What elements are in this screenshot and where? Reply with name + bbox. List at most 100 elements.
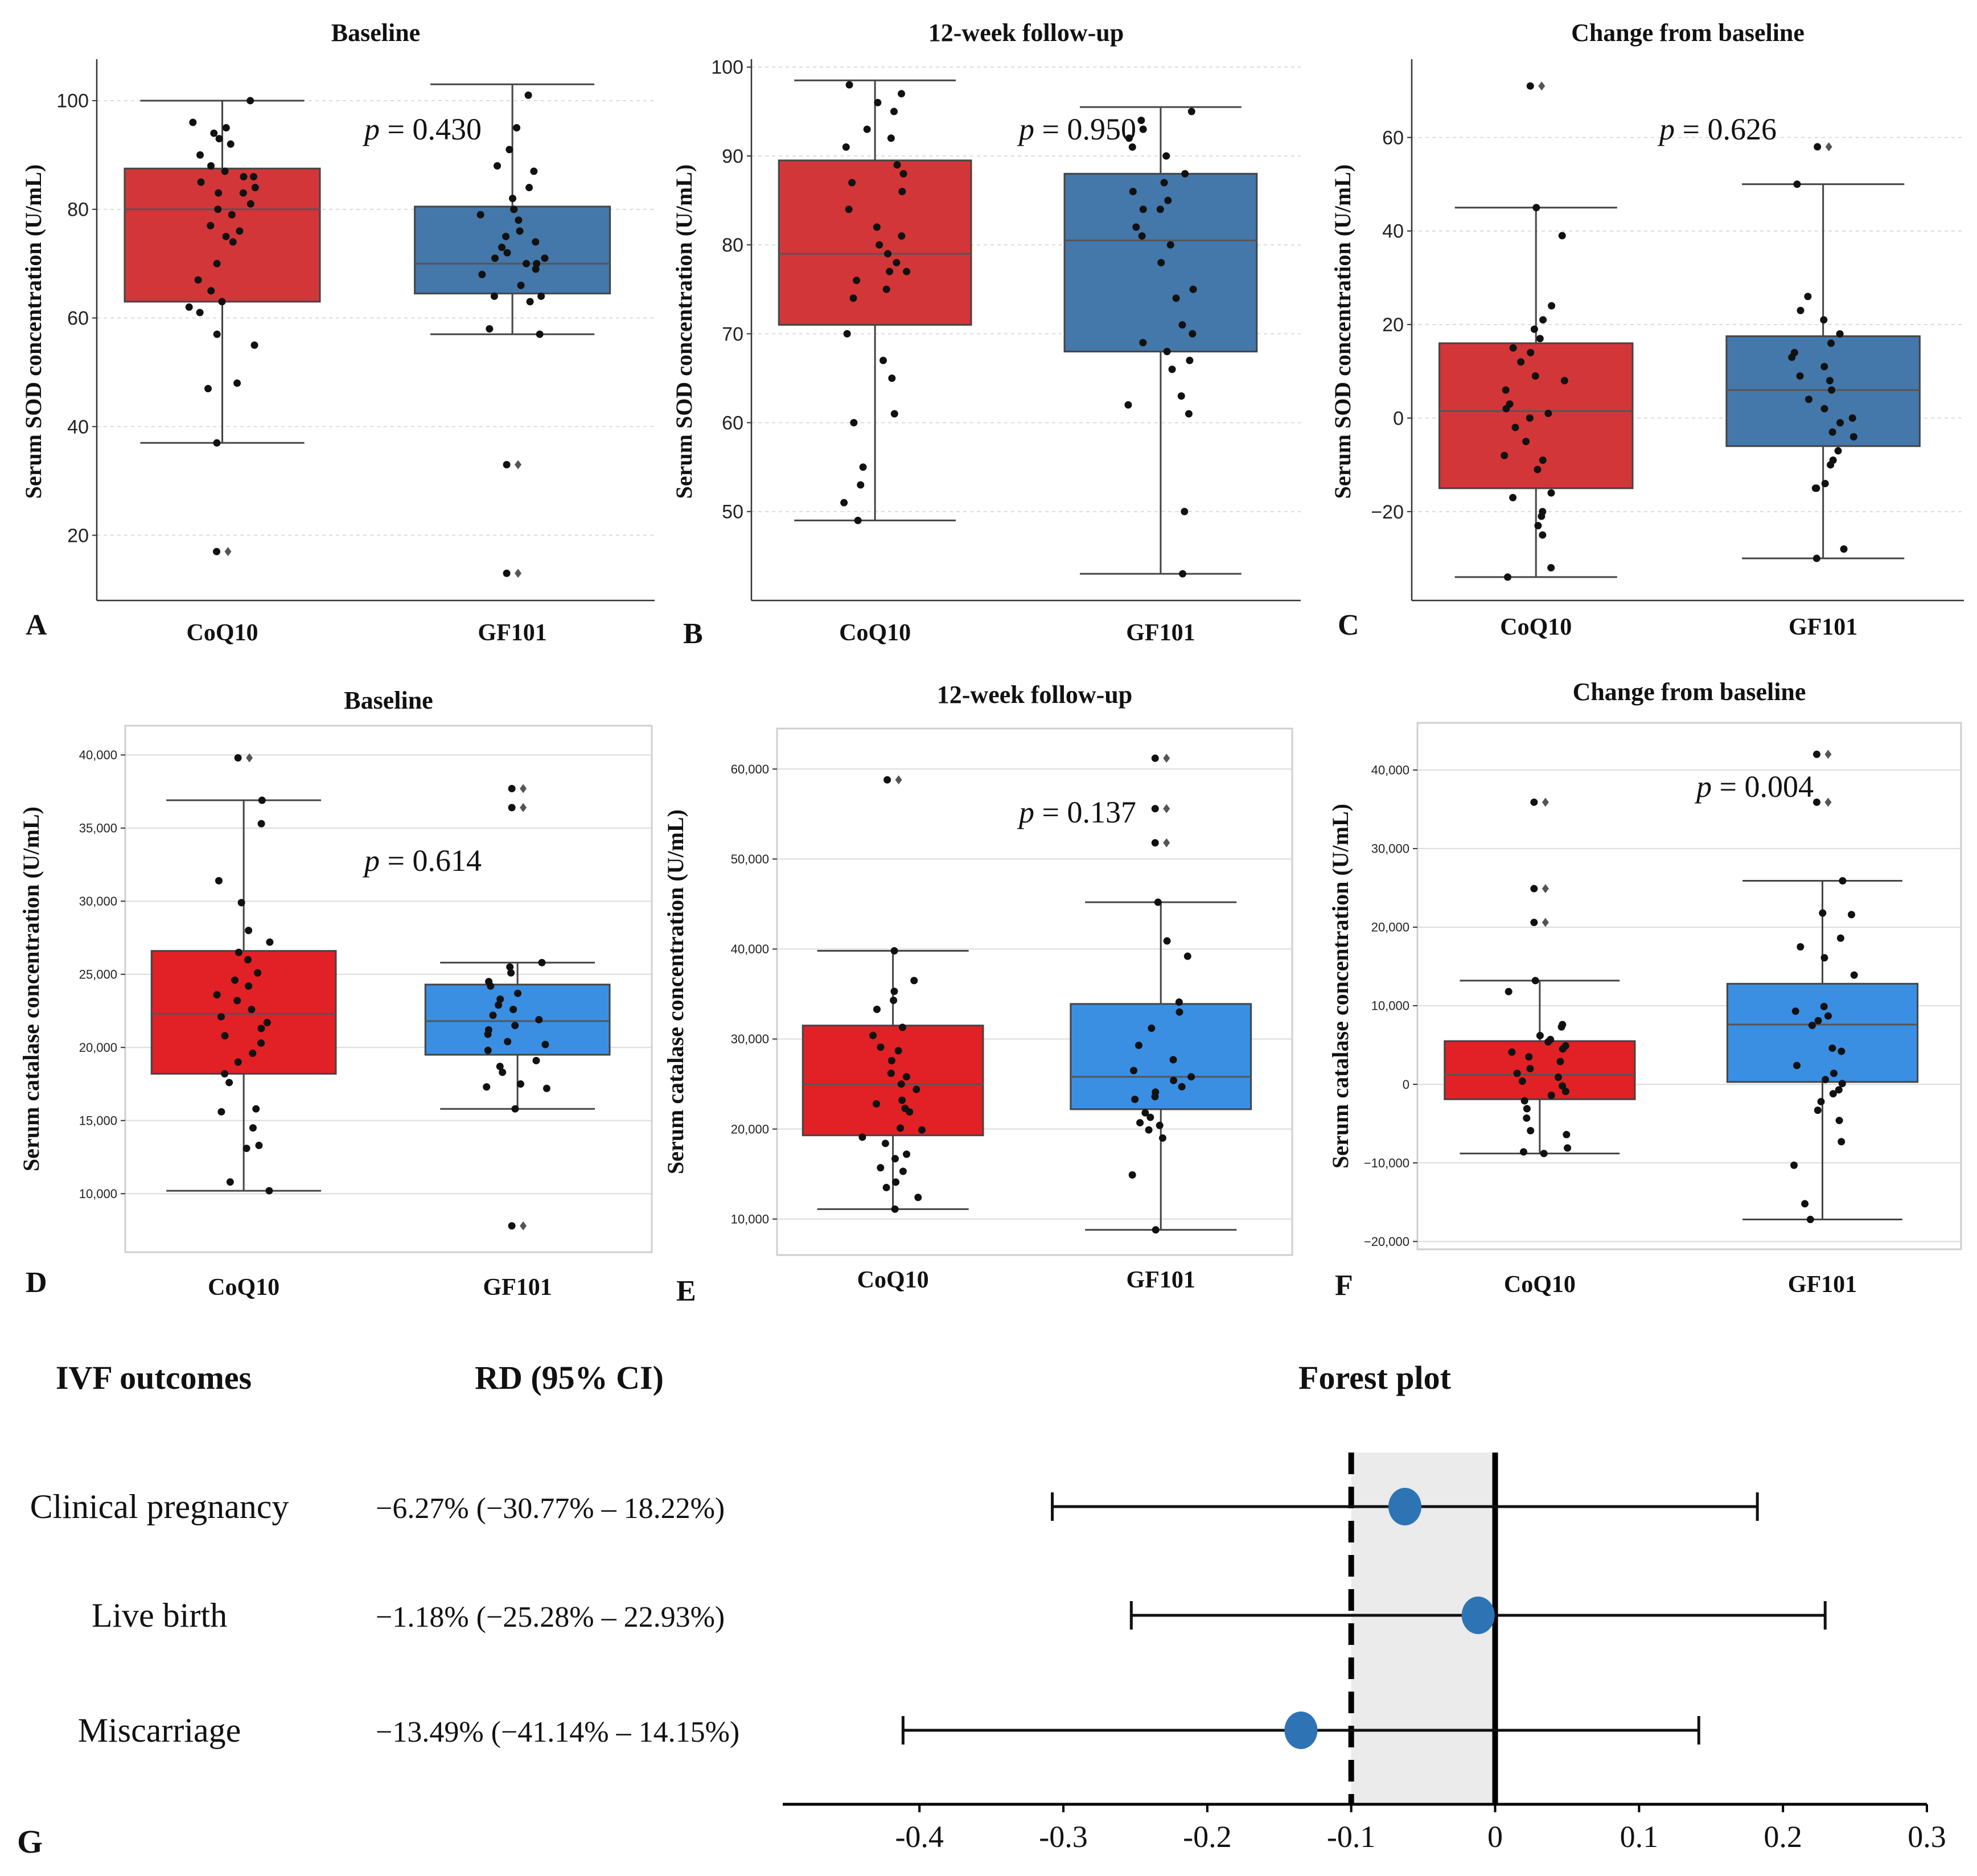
point-estimate (1388, 1488, 1421, 1525)
data-point (913, 1085, 920, 1093)
y-tick-label: 30,000 (731, 1032, 769, 1046)
data-point (185, 303, 193, 311)
panel-letter: D (26, 1266, 47, 1299)
x-tick-label: 0.1 (1620, 1820, 1659, 1854)
data-point (213, 991, 221, 999)
panel-title: Change from baseline (1573, 678, 1806, 706)
data-point (496, 995, 504, 1003)
data-point (244, 956, 252, 964)
data-point (1509, 344, 1517, 352)
y-tick-label: 30,000 (79, 894, 117, 908)
data-point (197, 178, 205, 186)
outlier-point (234, 754, 242, 762)
outlier-point (213, 548, 220, 556)
outcome-label: Live birth (92, 1597, 227, 1634)
data-point (225, 1079, 233, 1087)
data-point (1534, 466, 1542, 474)
p-value-number: = 0.430 (380, 112, 482, 146)
data-point (882, 285, 890, 293)
y-tick-label: 10,000 (731, 1212, 769, 1226)
data-point (1530, 325, 1538, 333)
y-tick-label: 20 (1382, 314, 1404, 336)
data-point (886, 268, 894, 275)
box-gf101 (1725, 142, 1921, 562)
data-point (227, 140, 235, 148)
data-point (1836, 419, 1844, 427)
data-point (526, 298, 534, 306)
data-point (484, 1046, 492, 1054)
outlier-marker (224, 547, 232, 557)
data-point (1820, 405, 1828, 413)
data-point (894, 1047, 902, 1055)
data-point (1828, 1044, 1836, 1052)
data-point (1501, 451, 1509, 459)
data-point (890, 947, 898, 955)
y-tick-label: 80 (722, 234, 743, 256)
data-point (1544, 409, 1552, 417)
data-point (1850, 971, 1858, 979)
data-point (532, 1056, 540, 1064)
panel-letter: A (26, 609, 47, 641)
outlier-point (1151, 805, 1159, 813)
data-point (1523, 1114, 1531, 1122)
outlier-marker (246, 753, 253, 763)
y-axis-label: Serum catalase concentration (U/mL) (1327, 804, 1353, 1169)
outlier-marker (1824, 797, 1832, 807)
data-point (882, 1183, 890, 1191)
data-point (1848, 911, 1856, 919)
data-point (491, 254, 499, 262)
data-point (1526, 414, 1534, 422)
data-point (234, 1058, 242, 1066)
data-point (1564, 1144, 1572, 1152)
data-point (1519, 1148, 1527, 1156)
p-symbol: p (1017, 112, 1034, 146)
data-point (221, 1032, 229, 1040)
data-point (237, 899, 245, 907)
data-point (891, 1155, 899, 1163)
data-point (1559, 1045, 1567, 1053)
data-point (1561, 1088, 1569, 1095)
data-point (1132, 223, 1140, 231)
outlier-marker (1163, 754, 1170, 763)
x-category-label: GF101 (478, 620, 546, 646)
data-point (231, 976, 239, 984)
y-tick-label: 20,000 (731, 1122, 769, 1136)
data-point (222, 124, 230, 132)
data-point (1555, 1073, 1563, 1081)
x-category-label: CoQ10 (839, 620, 911, 646)
y-tick-label: −20,000 (1364, 1235, 1409, 1249)
data-point (1840, 545, 1848, 553)
data-point (1163, 348, 1171, 356)
data-point (1517, 358, 1525, 366)
box-iqr (124, 167, 321, 303)
y-axis-label: Serum catalase concentration (U/mL) (663, 809, 688, 1174)
data-point (532, 238, 540, 246)
data-point (207, 287, 215, 295)
box-iqr (1438, 342, 1634, 489)
data-point (890, 108, 898, 116)
data-point (1141, 1109, 1149, 1117)
x-category-label: GF101 (1788, 1272, 1857, 1298)
data-point (1156, 205, 1164, 213)
box-gf101 (414, 83, 611, 578)
data-point (1820, 363, 1828, 371)
data-point (1826, 377, 1834, 385)
p-value-number: = 0.137 (1034, 795, 1136, 829)
panel-title: Change from baseline (1571, 19, 1805, 47)
y-tick-label: 20 (67, 525, 89, 546)
data-point (1814, 1106, 1822, 1114)
data-point (207, 162, 215, 170)
forest-title: Forest plot (1298, 1359, 1452, 1396)
data-point (1522, 438, 1530, 446)
data-point (1830, 1069, 1838, 1077)
data-point (1544, 1038, 1552, 1046)
data-point (1145, 1126, 1153, 1134)
data-point (1531, 372, 1539, 380)
data-point (854, 516, 862, 524)
panel-letter: C (1338, 609, 1359, 641)
data-point (893, 258, 901, 266)
data-point (511, 1022, 519, 1030)
data-point (213, 260, 221, 268)
box-coq10 (124, 97, 321, 557)
data-point (229, 238, 237, 246)
